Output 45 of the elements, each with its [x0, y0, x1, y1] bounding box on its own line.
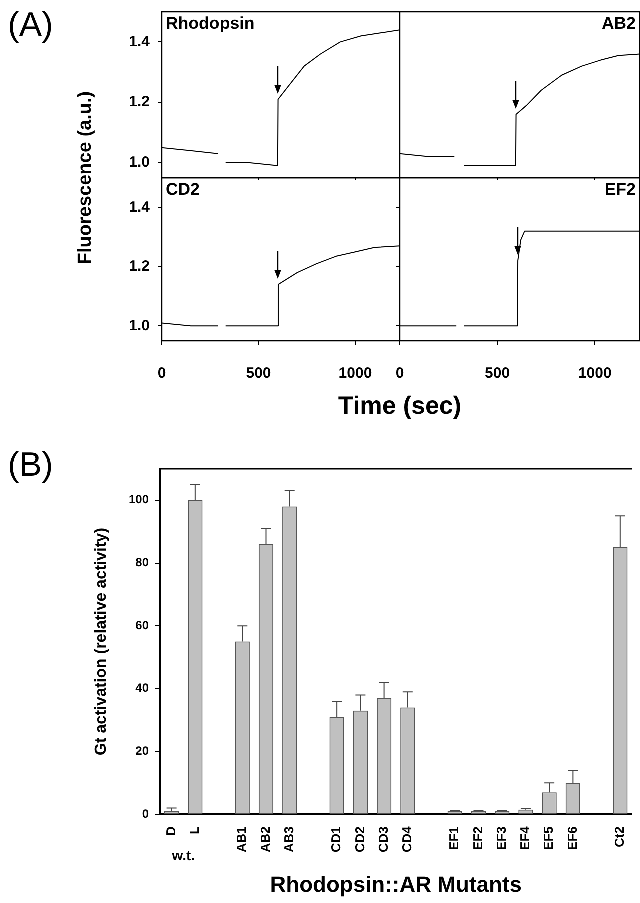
y-tick-label: 40 [136, 681, 150, 696]
y-tick-label: 1.4 [129, 198, 151, 216]
text: (A) [8, 6, 54, 45]
y-tick-label: 80 [136, 556, 150, 570]
x-tick-label: 1000 [338, 365, 372, 382]
x-axis-title: Rhodopsin::AR Mutants [270, 872, 522, 897]
x-tick-label: Ct2 [612, 826, 627, 848]
y-tick-label: 60 [136, 618, 150, 632]
y-tick-label: 0 [142, 806, 150, 821]
x-tick-label: CD4 [399, 826, 414, 853]
text: w.t. [171, 847, 196, 864]
x-tick-label: 500 [246, 365, 272, 382]
chart-title: EF2 [604, 180, 636, 200]
y-tick-label: 20 [136, 744, 150, 758]
chart-title: AB2 [602, 14, 636, 34]
chart-title: Rhodopsin [166, 14, 255, 34]
x-tick-label: AB2 [258, 826, 273, 853]
x-tick-label: EF6 [564, 826, 580, 850]
y-tick-label: 100 [128, 492, 150, 507]
x-tick-label: CD1 [328, 826, 344, 853]
x-tick-label: AB3 [281, 826, 296, 853]
y-tick-label: 1.2 [129, 94, 150, 111]
x-tick-label: EF5 [541, 826, 556, 850]
x-tick-label: 1000 [578, 365, 612, 382]
x-tick-label: AB1 [234, 826, 250, 853]
y-tick-label: 1.0 [129, 154, 150, 172]
x-tick-label: D [163, 826, 178, 836]
chart-title: CD2 [166, 180, 200, 200]
x-axis-title: Time (sec) [338, 392, 462, 421]
y-axis-title: Fluorescence (a.u.) [75, 91, 97, 265]
x-tick-label: 0 [396, 365, 404, 382]
x-tick-label: 500 [485, 365, 510, 382]
x-tick-label: EF1 [446, 826, 462, 850]
x-tick-label: EF4 [518, 826, 533, 850]
x-tick-label: EF2 [470, 826, 486, 850]
y-axis-title: Gt activation (relative activity) [93, 528, 110, 756]
x-tick-label: EF3 [494, 826, 509, 850]
x-tick-label: 0 [158, 365, 166, 382]
y-tick-label: 1.2 [129, 258, 150, 276]
x-tick-label: CD3 [376, 826, 391, 853]
y-tick-label: 1.0 [129, 317, 150, 334]
x-tick-label: CD2 [352, 826, 368, 853]
y-tick-label: 1.4 [129, 33, 151, 50]
x-tick-label: L [186, 826, 202, 835]
text: (B) [8, 446, 54, 485]
